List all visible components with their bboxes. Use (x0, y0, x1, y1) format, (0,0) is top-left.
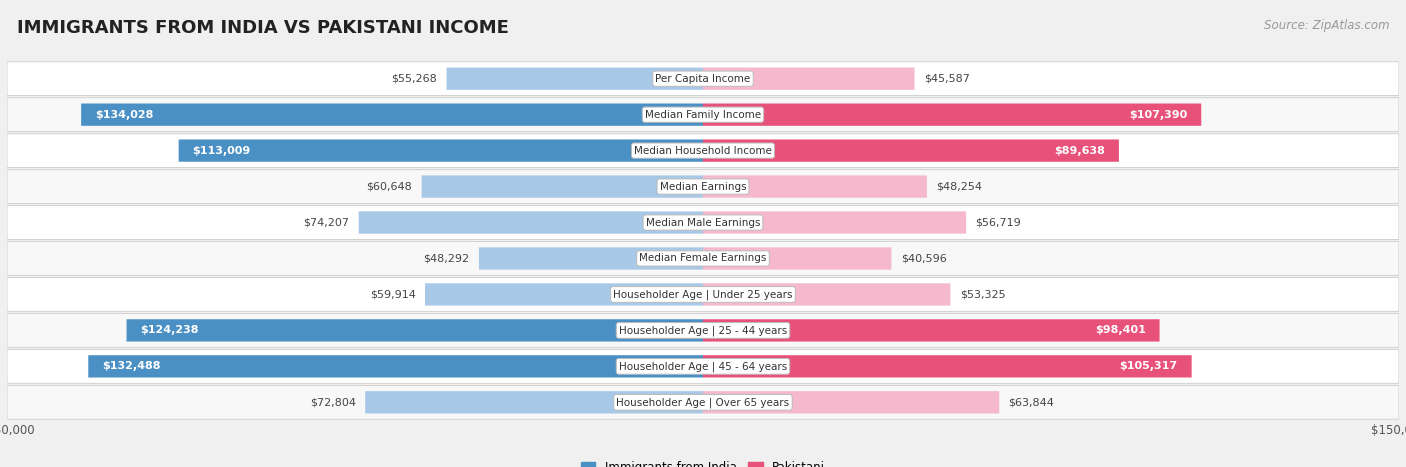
FancyBboxPatch shape (7, 134, 1399, 168)
FancyBboxPatch shape (7, 385, 1399, 419)
FancyBboxPatch shape (7, 205, 1399, 240)
FancyBboxPatch shape (425, 283, 703, 305)
Text: Per Capita Income: Per Capita Income (655, 74, 751, 84)
FancyBboxPatch shape (7, 98, 1399, 132)
Text: Source: ZipAtlas.com: Source: ZipAtlas.com (1264, 19, 1389, 32)
Text: Median Male Earnings: Median Male Earnings (645, 218, 761, 227)
Text: $74,207: $74,207 (304, 218, 350, 227)
FancyBboxPatch shape (127, 319, 703, 341)
Text: Householder Age | Over 65 years: Householder Age | Over 65 years (616, 397, 790, 408)
Text: $48,254: $48,254 (936, 182, 983, 191)
FancyBboxPatch shape (447, 68, 703, 90)
Text: Median Female Earnings: Median Female Earnings (640, 254, 766, 263)
Text: $124,238: $124,238 (141, 325, 200, 335)
Text: $63,844: $63,844 (1008, 397, 1054, 407)
FancyBboxPatch shape (703, 248, 891, 269)
FancyBboxPatch shape (89, 355, 703, 377)
FancyBboxPatch shape (703, 391, 1000, 413)
Legend: Immigrants from India, Pakistani: Immigrants from India, Pakistani (576, 457, 830, 467)
Text: $105,317: $105,317 (1119, 361, 1178, 371)
Text: IMMIGRANTS FROM INDIA VS PAKISTANI INCOME: IMMIGRANTS FROM INDIA VS PAKISTANI INCOM… (17, 19, 509, 37)
Text: $98,401: $98,401 (1095, 325, 1146, 335)
Text: Median Family Income: Median Family Income (645, 110, 761, 120)
FancyBboxPatch shape (703, 355, 1192, 377)
Text: $72,804: $72,804 (309, 397, 356, 407)
Text: $56,719: $56,719 (976, 218, 1021, 227)
Text: Householder Age | 45 - 64 years: Householder Age | 45 - 64 years (619, 361, 787, 372)
FancyBboxPatch shape (703, 140, 1119, 162)
Text: $40,596: $40,596 (901, 254, 946, 263)
FancyBboxPatch shape (479, 248, 703, 269)
FancyBboxPatch shape (7, 62, 1399, 96)
Text: Householder Age | Under 25 years: Householder Age | Under 25 years (613, 289, 793, 300)
Text: Median Household Income: Median Household Income (634, 146, 772, 156)
FancyBboxPatch shape (703, 104, 1201, 126)
Text: $48,292: $48,292 (423, 254, 470, 263)
Text: $113,009: $113,009 (193, 146, 250, 156)
Text: $59,914: $59,914 (370, 290, 416, 299)
FancyBboxPatch shape (359, 212, 703, 234)
FancyBboxPatch shape (7, 313, 1399, 347)
Text: $107,390: $107,390 (1129, 110, 1187, 120)
Text: $53,325: $53,325 (960, 290, 1005, 299)
Text: $55,268: $55,268 (391, 74, 437, 84)
FancyBboxPatch shape (7, 349, 1399, 383)
Text: $132,488: $132,488 (103, 361, 160, 371)
FancyBboxPatch shape (703, 283, 950, 305)
FancyBboxPatch shape (366, 391, 703, 413)
FancyBboxPatch shape (703, 212, 966, 234)
Text: $134,028: $134,028 (96, 110, 153, 120)
Text: $89,638: $89,638 (1054, 146, 1105, 156)
FancyBboxPatch shape (7, 170, 1399, 204)
FancyBboxPatch shape (7, 241, 1399, 276)
Text: Median Earnings: Median Earnings (659, 182, 747, 191)
Text: $60,648: $60,648 (367, 182, 412, 191)
FancyBboxPatch shape (703, 68, 914, 90)
FancyBboxPatch shape (82, 104, 703, 126)
FancyBboxPatch shape (422, 176, 703, 198)
FancyBboxPatch shape (179, 140, 703, 162)
Text: Householder Age | 25 - 44 years: Householder Age | 25 - 44 years (619, 325, 787, 336)
Text: $45,587: $45,587 (924, 74, 970, 84)
FancyBboxPatch shape (7, 277, 1399, 311)
FancyBboxPatch shape (703, 176, 927, 198)
FancyBboxPatch shape (703, 319, 1160, 341)
